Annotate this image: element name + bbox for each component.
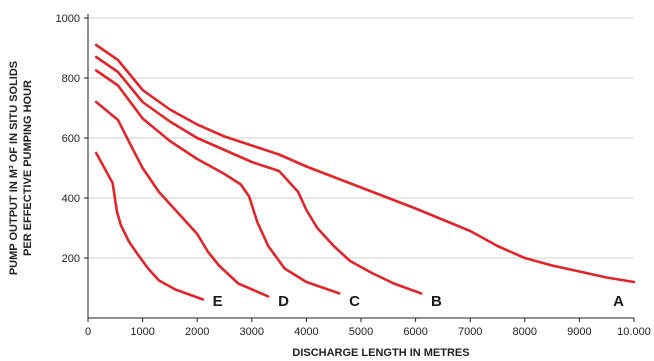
series-label-b: B xyxy=(431,293,442,310)
x-tick-label: 9000 xyxy=(567,326,591,338)
y-axis-title-line-2: PER EFFECTIVE PUMPING HOUR xyxy=(22,80,34,256)
series-line-b xyxy=(94,55,423,295)
x-tick-label: 6000 xyxy=(403,326,427,338)
x-tick-label: 8000 xyxy=(513,326,537,338)
series-label-d: D xyxy=(278,293,289,310)
x-tick-label: 10.000 xyxy=(617,326,651,338)
x-tick-label: 4000 xyxy=(294,326,318,338)
y-tick-label: 800 xyxy=(62,73,80,85)
y-tick-label: 200 xyxy=(62,253,80,265)
x-tick-label: 7000 xyxy=(458,326,482,338)
grid-lines xyxy=(88,17,634,259)
y-tick-label: 1000 xyxy=(56,13,80,25)
series-label-a: A xyxy=(613,293,624,310)
series-line-d xyxy=(94,100,270,298)
x-tick-label: 5000 xyxy=(349,326,373,338)
series-lines xyxy=(94,43,636,301)
series-labels: A B C D E xyxy=(213,293,624,310)
y-tick-label: 600 xyxy=(62,133,80,145)
x-tick-label: 3000 xyxy=(240,326,264,338)
x-tick-label: 0 xyxy=(85,326,91,338)
series-label-c: C xyxy=(349,293,360,310)
series-line-c xyxy=(94,69,341,295)
x-tick-label: 2000 xyxy=(185,326,209,338)
axes xyxy=(84,14,635,322)
x-tick-label: 1000 xyxy=(130,326,154,338)
x-axis-title: DISCHARGE LENGTH IN METRES xyxy=(292,347,469,359)
y-tick-label: 400 xyxy=(62,193,80,205)
series-line-e xyxy=(94,151,204,301)
tick-labels: 0 1000 2000 3000 4000 5000 6000 7000 8000 9000 10.… xyxy=(56,13,651,338)
series-label-e: E xyxy=(213,293,223,310)
y-axis-title-line-1: PUMP OUTPUT IN M³ OF IN SITU SOLIDS xyxy=(8,61,20,275)
series-line-a xyxy=(94,43,636,284)
